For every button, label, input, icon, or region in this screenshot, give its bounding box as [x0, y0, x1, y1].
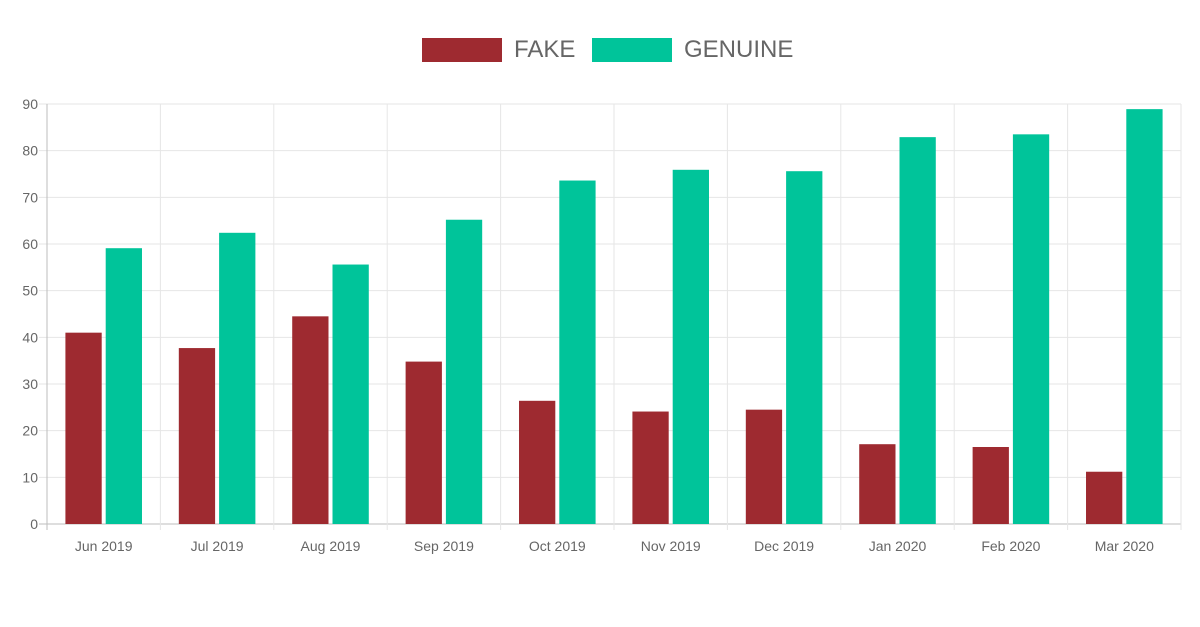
legend-swatch-genuine[interactable]: [592, 38, 672, 62]
y-tick-label: 50: [22, 283, 38, 299]
x-tick-label: Jun 2019: [75, 538, 133, 554]
bar-genuine-jul-2019[interactable]: [219, 232, 256, 525]
x-tick-label: Feb 2020: [981, 538, 1040, 554]
bar-fake-mar-2020[interactable]: [1086, 471, 1123, 524]
bar-fake-jan-2020[interactable]: [859, 444, 896, 524]
bar-fake-sep-2019[interactable]: [405, 361, 442, 524]
y-tick-label: 40: [22, 329, 38, 345]
bar-fake-jun-2019[interactable]: [65, 332, 102, 524]
y-tick-label: 60: [22, 236, 38, 252]
bar-fake-oct-2019[interactable]: [519, 400, 556, 524]
x-tick-label: Jan 2020: [869, 538, 927, 554]
legend-label-fake: FAKE: [514, 36, 575, 63]
bar-fake-nov-2019[interactable]: [632, 411, 669, 524]
x-axis: Jun 2019 Jul 2019 Aug 2019 Sep 2019 Oct 2019…: [75, 538, 1154, 554]
x-tick-label: Oct 2019: [529, 538, 586, 554]
bar-fake-dec-2019[interactable]: [745, 409, 783, 524]
bar-genuine-mar-2020[interactable]: [1126, 109, 1163, 524]
y-tick-label: 10: [22, 469, 38, 485]
x-tick-label: Aug 2019: [301, 538, 361, 554]
x-tick-label: Nov 2019: [641, 538, 701, 554]
y-tick-label: 70: [22, 189, 38, 205]
y-tick-label: 80: [22, 143, 38, 159]
bar-genuine-nov-2019[interactable]: [672, 169, 709, 525]
legend: FAKE GENUINE: [422, 36, 793, 63]
legend-swatch-fake[interactable]: [422, 38, 502, 62]
bar-fake-feb-2020[interactable]: [972, 447, 1009, 524]
x-tick-label: Dec 2019: [754, 538, 814, 554]
bar-genuine-jun-2019[interactable]: [105, 248, 142, 524]
y-tick-label: 0: [30, 516, 38, 532]
bar-genuine-sep-2019[interactable]: [445, 219, 483, 524]
legend-label-genuine: GENUINE: [684, 36, 793, 63]
y-tick-label: 20: [22, 423, 38, 439]
bar-genuine-dec-2019[interactable]: [786, 171, 823, 524]
x-tick-label: Jul 2019: [191, 538, 244, 554]
bar-fake-aug-2019[interactable]: [292, 316, 329, 524]
bar-fake-jul-2019[interactable]: [178, 348, 216, 524]
y-tick-label: 30: [22, 376, 38, 392]
x-tick-label: Mar 2020: [1095, 538, 1154, 554]
bars: [65, 109, 1163, 525]
bar-genuine-aug-2019[interactable]: [332, 264, 369, 524]
bar-genuine-feb-2020[interactable]: [1012, 134, 1050, 525]
y-tick-label: 90: [22, 96, 38, 112]
y-axis: 0 10 20 30 40 50 60 70 80 90: [22, 96, 38, 532]
x-tick-label: Sep 2019: [414, 538, 474, 554]
bar-genuine-oct-2019[interactable]: [559, 180, 596, 525]
bar-genuine-jan-2020[interactable]: [899, 137, 936, 524]
